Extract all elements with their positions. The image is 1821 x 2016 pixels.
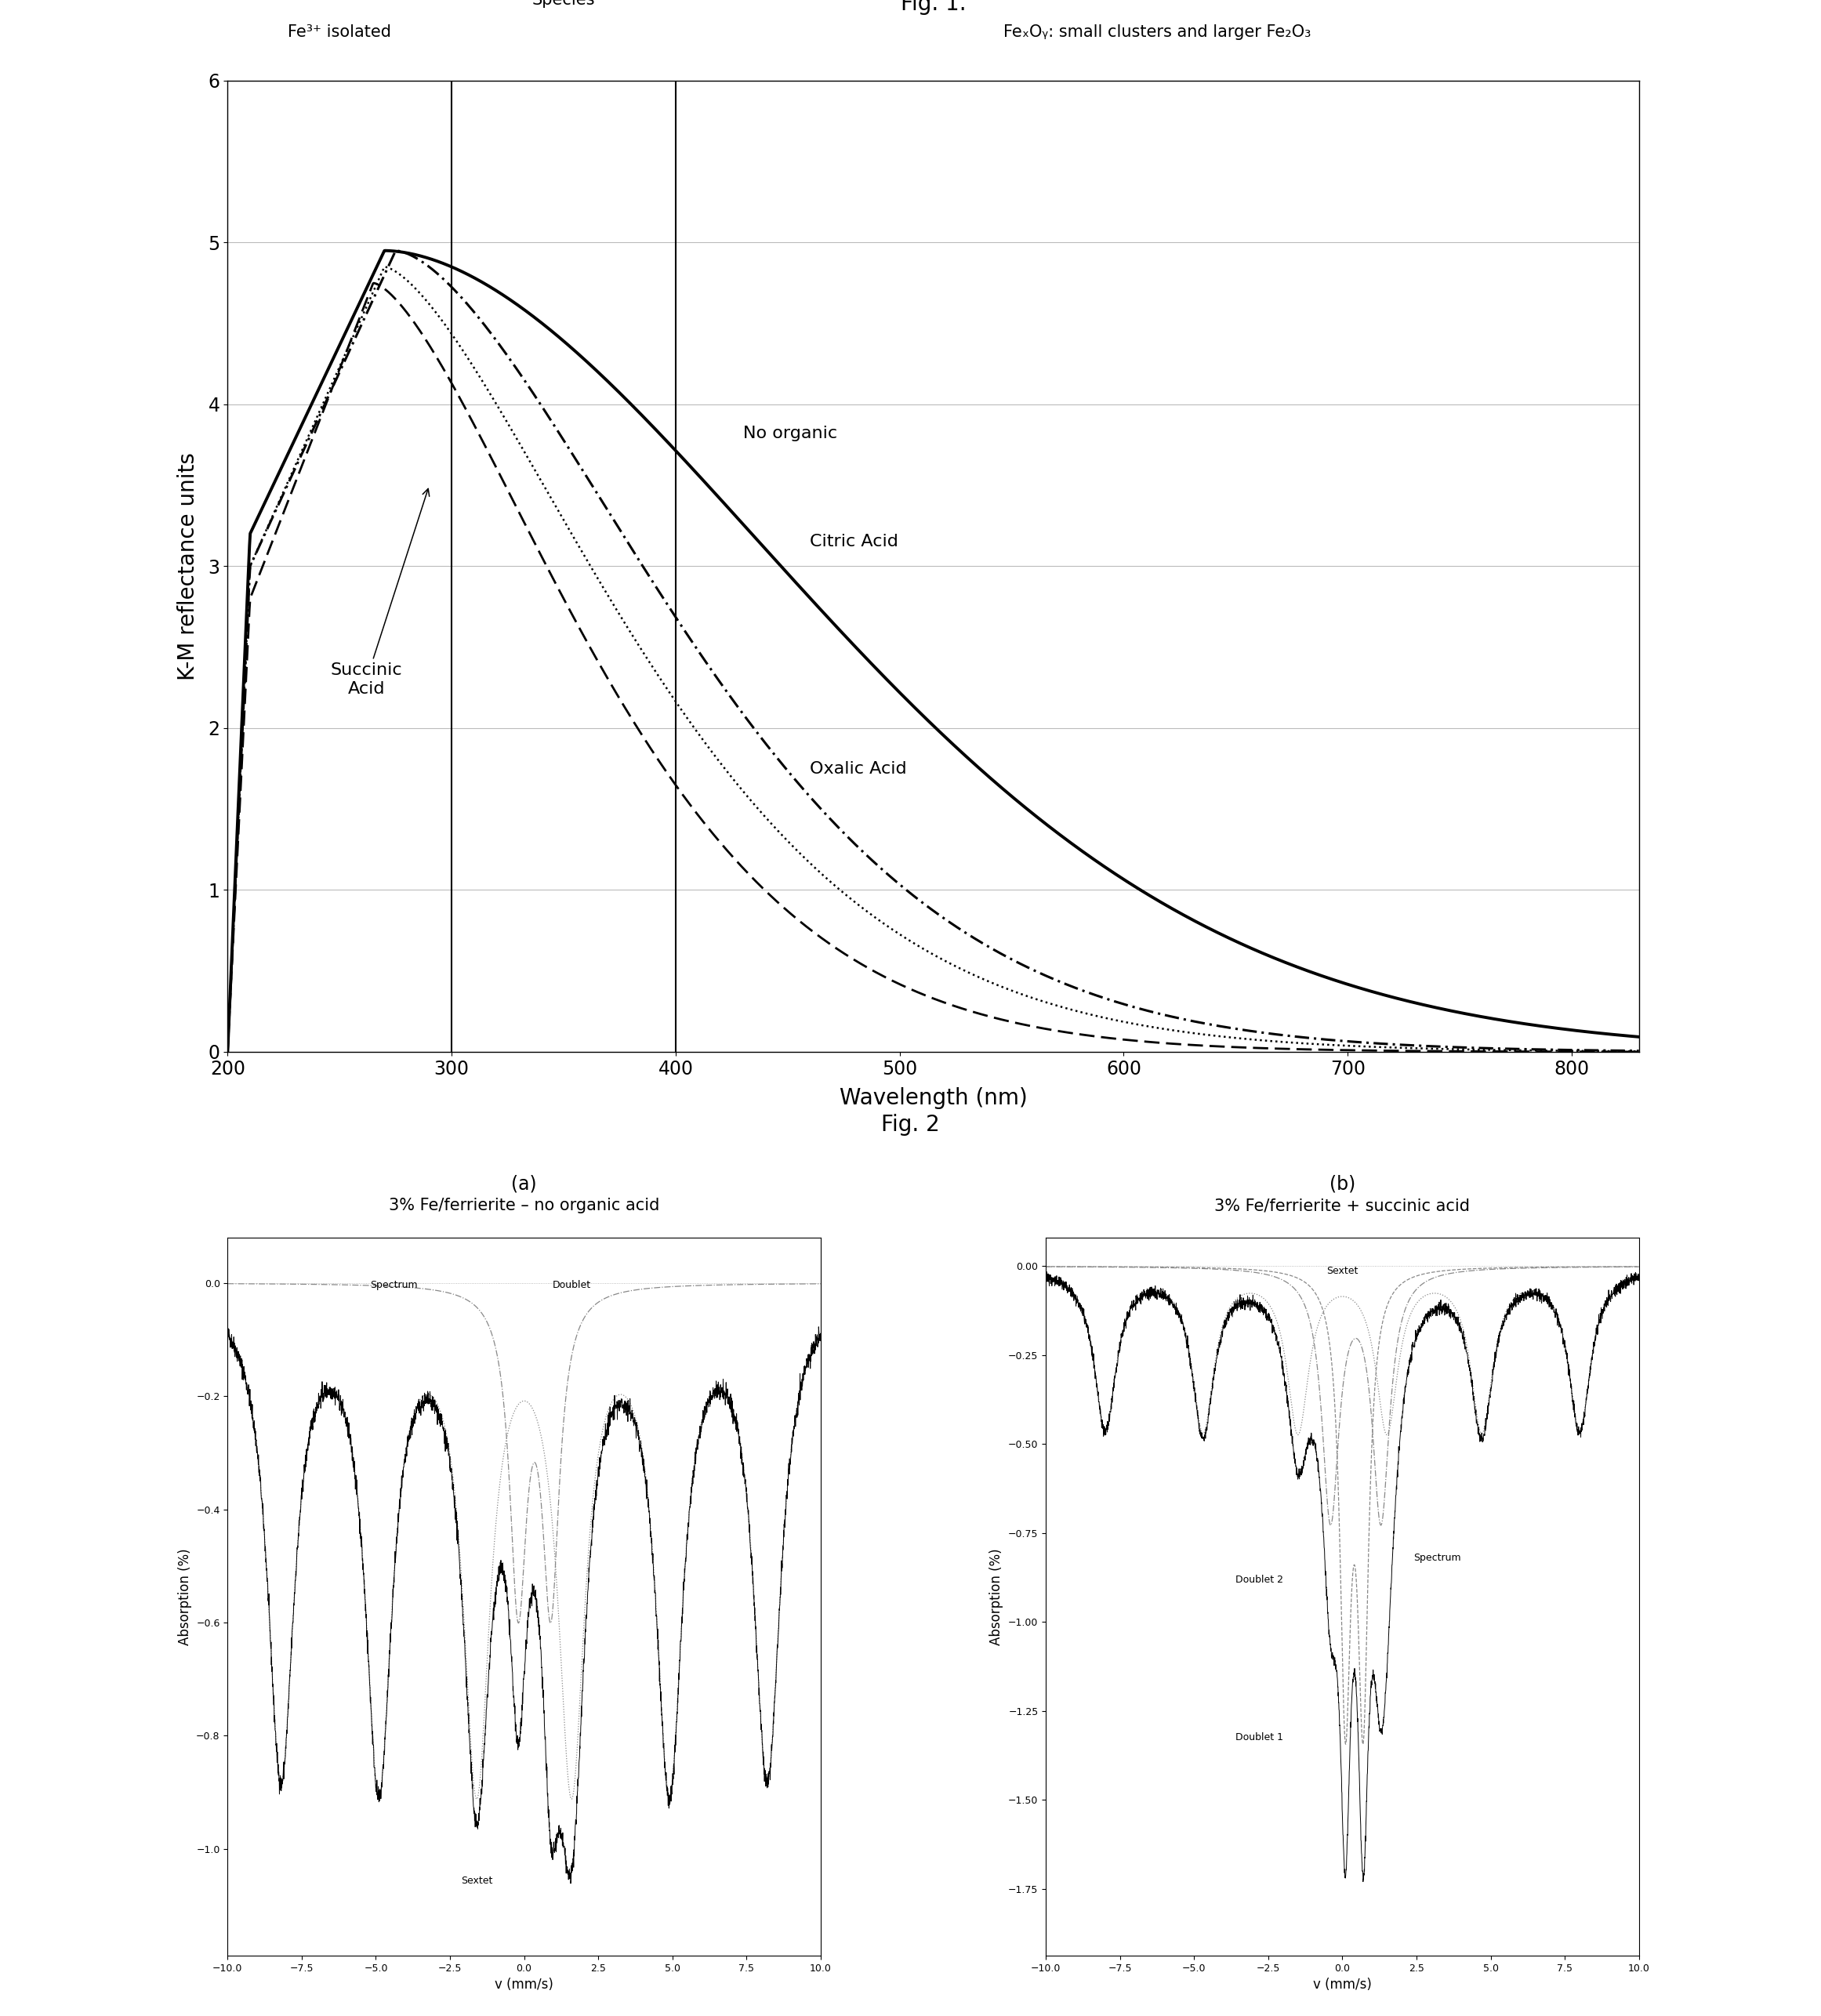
Text: Doublet: Doublet	[552, 1280, 590, 1290]
Text: Fe³⁺ isolated: Fe³⁺ isolated	[288, 24, 392, 40]
Text: Oxalic Acid: Oxalic Acid	[810, 760, 907, 776]
Title: 3% Fe/ferrierite – no organic acid: 3% Fe/ferrierite – no organic acid	[388, 1198, 659, 1214]
Y-axis label: K-M reflectance units: K-M reflectance units	[177, 452, 198, 679]
Text: (b): (b)	[1329, 1175, 1355, 1193]
Text: Spectrum: Spectrum	[370, 1280, 417, 1290]
Text: Fig. 2: Fig. 2	[881, 1113, 940, 1135]
Y-axis label: Absorption (%): Absorption (%)	[989, 1548, 1003, 1645]
Text: Sextet: Sextet	[1326, 1266, 1358, 1276]
Title: Fig. 1.: Fig. 1.	[901, 0, 965, 14]
X-axis label: v (mm/s): v (mm/s)	[1313, 1978, 1371, 1992]
Text: Oligonuclear
Species: Oligonuclear Species	[512, 0, 615, 8]
Text: Spectrum: Spectrum	[1413, 1552, 1460, 1562]
Y-axis label: Absorption (%): Absorption (%)	[178, 1548, 191, 1645]
Text: Succinic
Acid: Succinic Acid	[331, 488, 430, 696]
Text: Doublet 1: Doublet 1	[1236, 1732, 1284, 1742]
Text: No organic: No organic	[743, 425, 838, 442]
Text: (a): (a)	[512, 1175, 537, 1193]
Title: 3% Fe/ferrierite + succinic acid: 3% Fe/ferrierite + succinic acid	[1215, 1198, 1470, 1214]
Text: Doublet 2: Doublet 2	[1236, 1574, 1284, 1585]
Text: Sextet: Sextet	[461, 1877, 492, 1887]
Text: Citric Acid: Citric Acid	[810, 534, 898, 550]
X-axis label: v (mm/s): v (mm/s)	[495, 1978, 554, 1992]
X-axis label: Wavelength (nm): Wavelength (nm)	[839, 1087, 1027, 1109]
Text: FeₓOᵧ: small clusters and larger Fe₂O₃: FeₓOᵧ: small clusters and larger Fe₂O₃	[1003, 24, 1311, 40]
